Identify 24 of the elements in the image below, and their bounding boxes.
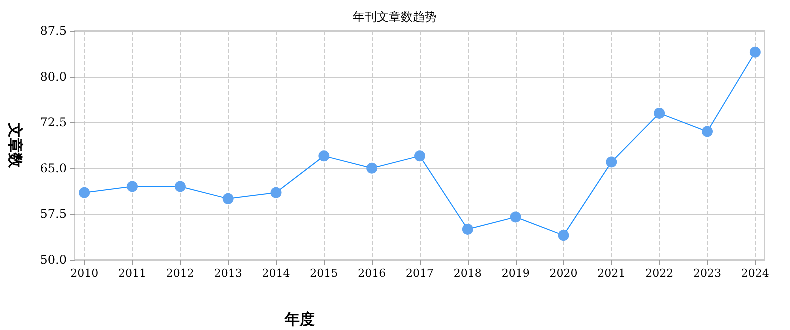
x-tick-label: 2023: [694, 267, 722, 280]
x-tick-label: 2018: [454, 267, 482, 280]
y-tick-label: 65.0: [40, 161, 67, 176]
y-tick-label: 50.0: [40, 253, 67, 267]
x-tick-label: 2017: [406, 267, 434, 280]
y-tick-label: 72.5: [40, 116, 67, 130]
x-tick-label: 2010: [70, 267, 99, 280]
x-tick-label: 2024: [741, 267, 770, 280]
x-tick-label: 2015: [310, 267, 338, 280]
x-tick-label: 2022: [646, 267, 674, 280]
y-tick-label: 87.5: [40, 24, 67, 38]
x-tick-label: 2011: [118, 267, 146, 280]
x-tick-label: 2013: [214, 267, 242, 280]
x-tick-label: 2019: [502, 267, 530, 280]
x-tick-label: 2012: [166, 267, 194, 280]
x-tick-label: 2020: [550, 267, 578, 280]
x-axis-title: 年度: [284, 310, 315, 328]
x-tick-label: 2021: [598, 267, 626, 280]
chart-title: 年刊文章数趋势: [353, 10, 437, 24]
y-tick-label: 57.5: [40, 207, 67, 222]
y-axis-title: 文章数: [6, 122, 24, 169]
y-tick-label: 80.0: [40, 70, 67, 84]
x-tick-label: 2014: [262, 267, 290, 280]
x-tick-label: 2016: [358, 267, 386, 280]
